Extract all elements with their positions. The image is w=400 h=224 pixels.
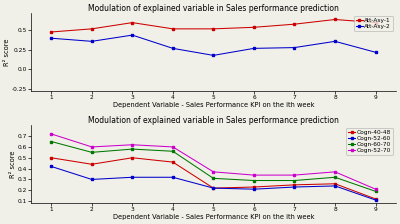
Att-Asy-2 <box>373 51 378 54</box>
Att-Asy-1 <box>130 21 135 24</box>
Cogn-52-60 <box>252 188 256 191</box>
Line: Att-Asy-2: Att-Asy-2 <box>50 34 377 57</box>
Cogn-52-70 <box>292 174 297 177</box>
Att-Asy-1 <box>292 23 297 26</box>
Cogn-52-70 <box>373 188 378 191</box>
Cogn-40-48 <box>292 183 297 186</box>
Cogn-60-70 <box>292 179 297 182</box>
Att-Asy-1 <box>211 28 216 30</box>
Cogn-52-70 <box>170 146 175 148</box>
Title: Modulation of explained variable in Sales performance prediction: Modulation of explained variable in Sale… <box>88 116 339 125</box>
Cogn-60-70 <box>373 190 378 193</box>
Line: Cogn-52-70: Cogn-52-70 <box>50 133 377 191</box>
Att-Asy-2 <box>170 47 175 50</box>
Cogn-52-70 <box>89 146 94 148</box>
Cogn-60-70 <box>252 179 256 182</box>
Cogn-40-48 <box>252 186 256 188</box>
Line: Cogn-40-48: Cogn-40-48 <box>50 156 377 200</box>
Cogn-52-70 <box>252 174 256 177</box>
Att-Asy-1 <box>373 21 378 24</box>
Att-Asy-2 <box>130 34 135 37</box>
Cogn-52-60 <box>49 165 54 168</box>
Att-Asy-2 <box>252 47 256 50</box>
Cogn-52-60 <box>292 186 297 188</box>
Cogn-52-60 <box>89 178 94 181</box>
Att-Asy-2 <box>89 40 94 43</box>
X-axis label: Dependent Variable - Sales Performance KPI on the ith week: Dependent Variable - Sales Performance K… <box>113 214 314 220</box>
Att-Asy-2 <box>49 37 54 40</box>
Att-Asy-1 <box>89 28 94 30</box>
Cogn-60-70 <box>49 140 54 143</box>
Cogn-40-48 <box>373 198 378 200</box>
Title: Modulation of explained variable in Sales performance prediction: Modulation of explained variable in Sale… <box>88 4 339 13</box>
Att-Asy-1 <box>252 26 256 29</box>
Cogn-40-48 <box>333 182 338 185</box>
X-axis label: Dependent Variable - Sales Performance KPI on the ith week: Dependent Variable - Sales Performance K… <box>113 102 314 108</box>
Cogn-52-60 <box>373 199 378 201</box>
Att-Asy-1 <box>49 31 54 33</box>
Cogn-40-48 <box>49 156 54 159</box>
Legend: Cogn-40-48, Cogn-52-60, Cogn-60-70, Cogn-52-70: Cogn-40-48, Cogn-52-60, Cogn-60-70, Cogn… <box>346 128 393 155</box>
Y-axis label: R² score: R² score <box>10 151 16 178</box>
Cogn-40-48 <box>130 156 135 159</box>
Att-Asy-2 <box>292 46 297 49</box>
Cogn-40-48 <box>211 187 216 190</box>
Cogn-52-60 <box>333 185 338 187</box>
Y-axis label: R² score: R² score <box>4 39 10 66</box>
Cogn-52-60 <box>170 176 175 179</box>
Cogn-52-70 <box>333 170 338 173</box>
Cogn-52-70 <box>211 170 216 173</box>
Cogn-60-70 <box>170 150 175 153</box>
Cogn-60-70 <box>89 151 94 154</box>
Line: Cogn-60-70: Cogn-60-70 <box>50 140 377 193</box>
Cogn-52-70 <box>49 133 54 135</box>
Att-Asy-2 <box>211 54 216 57</box>
Cogn-52-70 <box>130 143 135 146</box>
Att-Asy-2 <box>333 40 338 43</box>
Cogn-52-60 <box>211 187 216 190</box>
Cogn-40-48 <box>170 161 175 164</box>
Cogn-60-70 <box>333 176 338 179</box>
Att-Asy-1 <box>170 28 175 30</box>
Legend: Att-Asy-1, Att-Asy-2: Att-Asy-1, Att-Asy-2 <box>354 16 393 31</box>
Att-Asy-1 <box>333 18 338 21</box>
Cogn-40-48 <box>89 163 94 166</box>
Line: Cogn-52-60: Cogn-52-60 <box>50 165 377 201</box>
Line: Att-Asy-1: Att-Asy-1 <box>50 18 377 33</box>
Cogn-52-60 <box>130 176 135 179</box>
Cogn-60-70 <box>130 148 135 151</box>
Cogn-60-70 <box>211 177 216 180</box>
